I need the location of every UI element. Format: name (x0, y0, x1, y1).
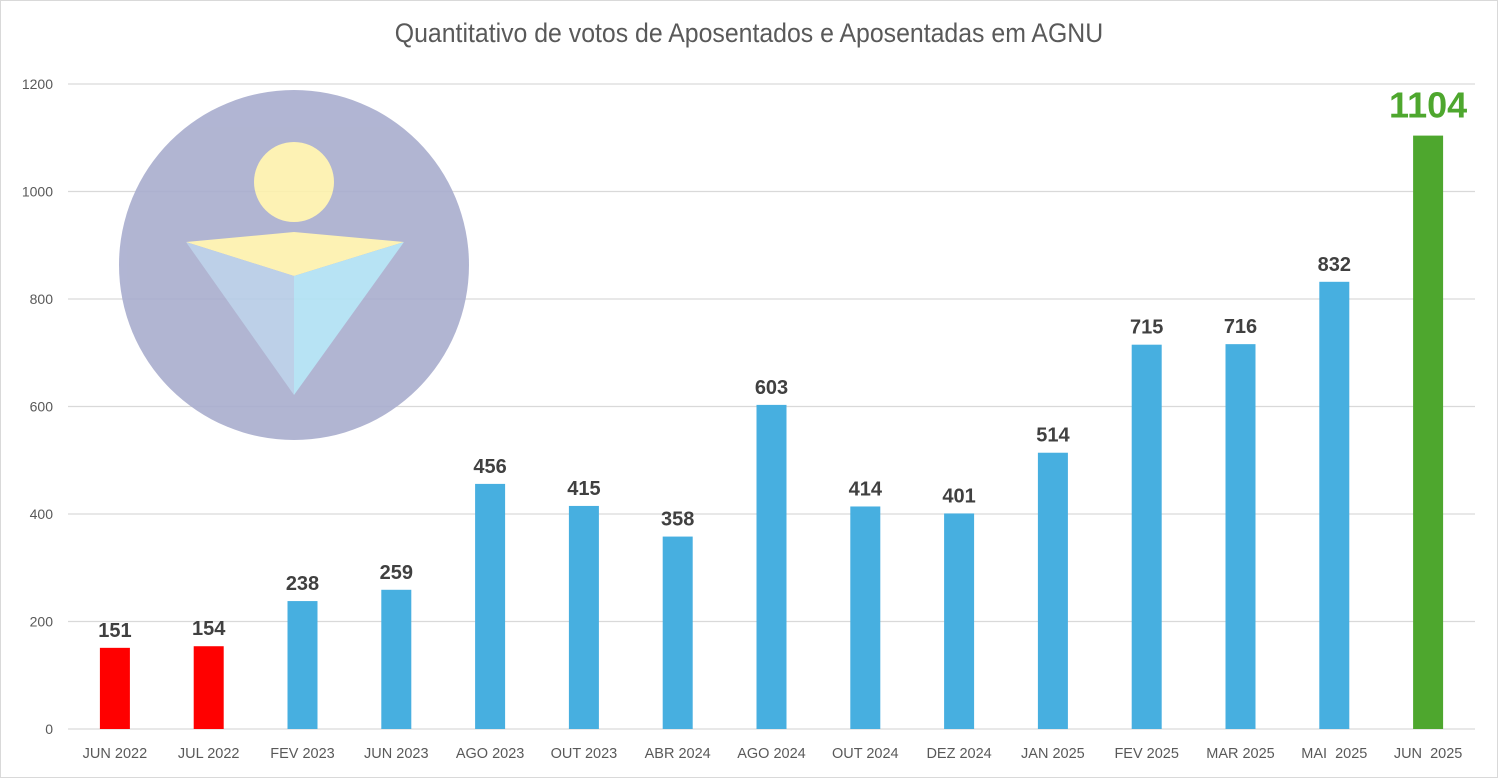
data-label: 358 (661, 509, 694, 531)
data-label: 603 (755, 377, 788, 399)
bar (1413, 135, 1444, 730)
x-tick-label: JUL 2022 (178, 746, 240, 762)
logo-body-left-icon (186, 242, 294, 395)
logo-head-icon (254, 142, 334, 222)
data-label: 715 (1130, 317, 1163, 339)
bar (1131, 344, 1162, 729)
data-label: 259 (380, 562, 413, 584)
logo-shoulders-icon (186, 232, 404, 276)
data-label: 415 (567, 478, 600, 500)
y-tick-label: 800 (30, 291, 54, 307)
bar (381, 589, 412, 729)
bar (568, 505, 599, 729)
y-axis-ticks: 0 200 400 600 800 1000 1200 (22, 76, 53, 737)
x-tick-label: JUN 2022 (83, 746, 147, 762)
bar (1037, 452, 1068, 729)
x-tick-label: MAI 2025 (1301, 746, 1367, 762)
data-label: 151 (98, 620, 131, 642)
y-tick-label: 600 (30, 399, 54, 415)
bar (99, 647, 130, 729)
data-label: 414 (849, 478, 883, 500)
bars (99, 135, 1444, 730)
x-tick-label: JAN 2025 (1021, 746, 1085, 762)
data-label: 154 (192, 618, 226, 640)
logo-body-right-icon (294, 242, 404, 395)
bar (662, 536, 693, 729)
data-label: 832 (1318, 254, 1351, 276)
data-label: 1104 (1389, 85, 1467, 126)
bar (944, 513, 975, 729)
x-tick-label: FEV 2023 (270, 746, 335, 762)
data-label: 456 (473, 456, 506, 478)
x-tick-label: FEV 2025 (1114, 746, 1179, 762)
bar (193, 646, 224, 729)
x-tick-label: AGO 2024 (737, 746, 806, 762)
data-label: 514 (1036, 425, 1070, 447)
bar (1225, 344, 1256, 729)
bar (475, 483, 506, 729)
data-label: 401 (942, 485, 975, 507)
chart-title: Quantitativo de votos de Aposentados e A… (394, 18, 1104, 48)
x-axis-ticks: JUN 2022 JUL 2022 FEV 2023 JUN 2023 AGO 2023… (83, 746, 1463, 762)
data-labels: 151 154 238 259 456 415 358 603 414 401 514 715 716 8… (98, 85, 1467, 642)
y-tick-label: 1000 (22, 184, 53, 200)
data-label: 716 (1224, 316, 1257, 338)
x-tick-label: DEZ 2024 (926, 746, 991, 762)
x-tick-label: OUT 2023 (551, 746, 618, 762)
bar (287, 601, 318, 729)
x-tick-label: ABR 2024 (645, 746, 711, 762)
y-tick-label: 200 (30, 614, 54, 630)
y-tick-label: 1200 (22, 76, 53, 92)
x-tick-label: AGO 2023 (456, 746, 525, 762)
bar (756, 404, 787, 729)
bar (850, 506, 881, 729)
x-tick-label: JUN 2023 (364, 746, 428, 762)
data-label: 238 (286, 573, 319, 595)
y-tick-label: 400 (30, 506, 54, 522)
logo-watermark (119, 90, 469, 440)
y-tick-label: 0 (45, 721, 53, 737)
bar (1319, 281, 1350, 729)
x-tick-label: OUT 2024 (832, 746, 899, 762)
x-tick-label: MAR 2025 (1206, 746, 1275, 762)
x-tick-label: JUN 2025 (1394, 746, 1463, 762)
